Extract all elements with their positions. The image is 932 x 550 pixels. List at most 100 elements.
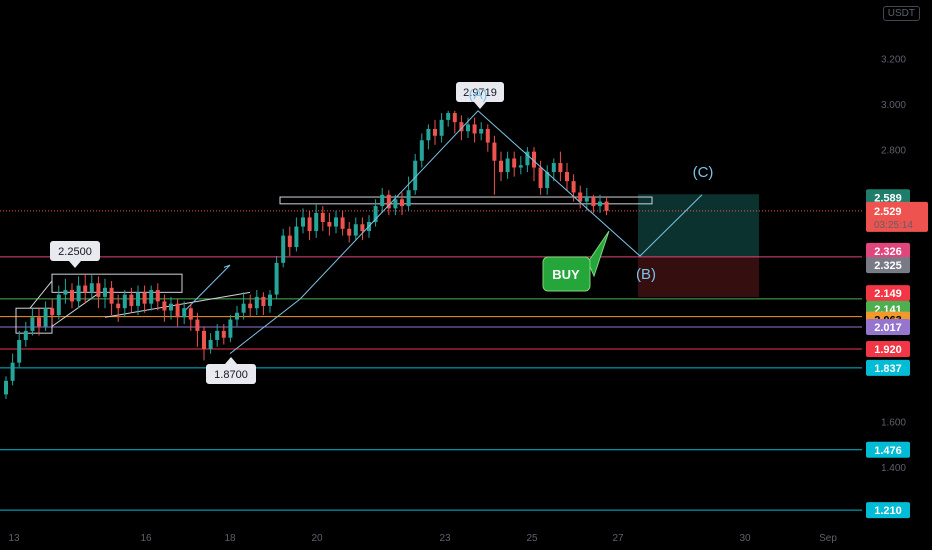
candles: [4, 110, 609, 399]
peak-callout-bg: [456, 82, 504, 102]
candle: [208, 339, 213, 350]
candle: [50, 308, 55, 316]
candle: [584, 197, 589, 202]
price-tag: 2.326: [866, 242, 910, 259]
candle: [43, 308, 48, 327]
y-tick-label: 3.000: [881, 100, 906, 111]
candle: [406, 190, 411, 207]
candle: [83, 285, 88, 293]
candle: [287, 235, 292, 247]
level-lines: [0, 256, 862, 511]
candle: [169, 303, 173, 311]
price-tag-text: 2.325: [874, 260, 902, 272]
candle: [499, 160, 503, 173]
x-tick-label: 27: [612, 533, 624, 544]
candle: [373, 206, 378, 222]
buy-text: BUY: [552, 267, 580, 282]
price-tag-bg: [866, 189, 910, 206]
candle: [182, 308, 187, 318]
price-tag-text: 1.920: [874, 344, 902, 356]
price-tag-text: 1.210: [874, 505, 902, 517]
candle: [268, 294, 272, 306]
stop-zone: [638, 256, 759, 298]
candle: [525, 151, 530, 166]
candle: [294, 226, 299, 247]
candle: [347, 228, 352, 236]
candle: [89, 283, 94, 293]
candle: [76, 285, 81, 302]
price-tag-bg: [866, 441, 910, 458]
candle: [518, 165, 523, 168]
candle: [96, 283, 101, 297]
candle: [17, 339, 22, 363]
candle: [155, 290, 160, 302]
candle: [439, 119, 444, 136]
candle: [188, 308, 193, 320]
peak-callout-pointer: [474, 102, 486, 109]
price-tag-text: 2.017: [874, 322, 902, 334]
candle: [307, 217, 312, 232]
candle: [413, 160, 418, 191]
candle: [248, 303, 253, 309]
candle: [538, 167, 543, 188]
candle: [195, 319, 200, 331]
candle: [604, 201, 609, 211]
candle: [56, 294, 61, 316]
target-zone: [638, 194, 759, 257]
high-callout-text: 2.2500: [58, 246, 92, 258]
candle: [598, 201, 602, 207]
x-tick-label: 20: [311, 533, 323, 544]
buy-pointer: [587, 230, 610, 278]
candle: [472, 124, 477, 134]
candle: [578, 192, 583, 202]
peak-callout-text: 2.9719: [463, 87, 497, 99]
candle: [221, 330, 226, 338]
currency-badge[interactable]: USDT: [882, 6, 920, 21]
candle: [103, 287, 107, 297]
candle: [30, 317, 35, 331]
candle: [162, 301, 167, 311]
candle: [532, 151, 536, 168]
candle: [254, 296, 259, 309]
candle: [122, 294, 127, 309]
candle: [116, 303, 121, 309]
x-tick-label: 25: [526, 533, 538, 544]
x-tick-label: 30: [739, 533, 751, 544]
candle: [545, 172, 550, 188]
candle: [334, 217, 338, 227]
high-callout-bg: [50, 241, 100, 261]
candle: [466, 124, 470, 132]
y-tick-label: 1.400: [881, 463, 906, 474]
candle: [340, 217, 345, 229]
candle: [175, 303, 180, 318]
y-tick-label: 1.600: [881, 418, 906, 429]
candle: [327, 221, 332, 227]
candle: [202, 330, 206, 350]
candle: [70, 290, 74, 302]
high-callout: 2.2500: [50, 241, 100, 268]
price-tag: 2.325: [866, 257, 910, 274]
low-callout-pointer: [225, 357, 237, 364]
candle: [485, 128, 490, 143]
candle: [37, 317, 41, 327]
candle: [512, 158, 517, 168]
candle: [380, 194, 385, 207]
candle: [426, 128, 431, 141]
wave-c-label: (C): [693, 164, 714, 181]
wave-path: [229, 110, 703, 354]
candle: [241, 303, 246, 313]
candle: [459, 122, 464, 132]
range-box-top: [51, 273, 183, 293]
price-tag-text: 1.837: [874, 363, 902, 375]
price-tag: 1.210: [866, 502, 910, 519]
candle: [386, 194, 391, 209]
x-tick-label: 23: [439, 533, 451, 544]
high-callout-pointer: [69, 261, 81, 268]
current-price-tag: 2.529 03:25:14: [866, 201, 928, 232]
candle: [136, 292, 140, 306]
candle: [565, 172, 569, 182]
candle: [235, 312, 239, 320]
y-tick-label: 3.200: [881, 55, 906, 66]
price-tag-bg: [866, 502, 910, 519]
